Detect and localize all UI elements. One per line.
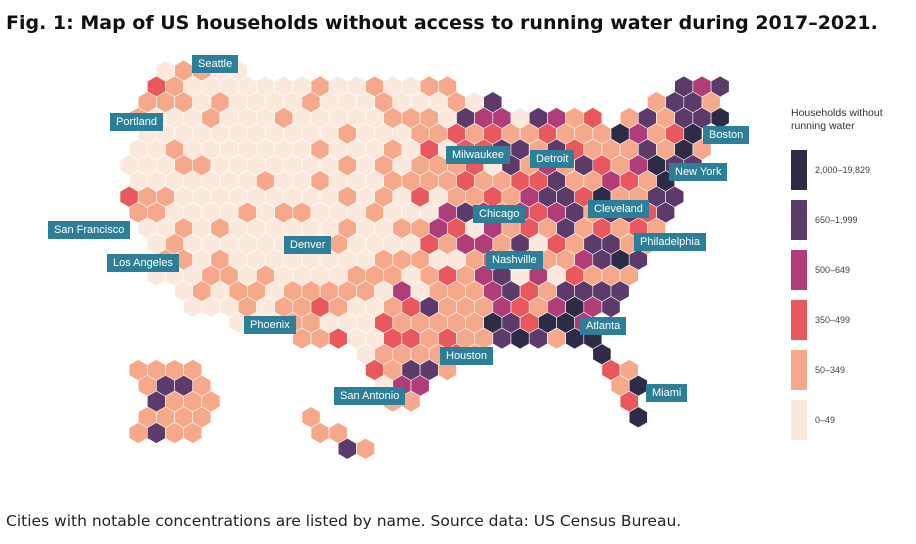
legend-item: 350–499 [791, 295, 901, 345]
legend-swatch [791, 300, 807, 340]
hex-cell [356, 437, 375, 460]
legend-item: 500–649 [791, 245, 901, 295]
city-label-milwaukee: Milwaukee [446, 146, 510, 164]
legend-swatch [791, 150, 807, 190]
city-label-san-francisco: San Francisco [48, 221, 131, 239]
city-label-denver: Denver [284, 236, 332, 254]
hex-cell [628, 406, 648, 429]
figure-caption: Cities with notable concentrations are l… [6, 512, 682, 530]
legend-label: 2,000–19,829 [815, 165, 871, 175]
legend-label: 350–499 [815, 315, 851, 325]
city-label-seattle: Seattle [192, 55, 239, 73]
city-label-new-york: New York [669, 163, 728, 181]
hex-cell [601, 296, 621, 318]
legend-label: 500–649 [815, 265, 851, 275]
city-label-nashville: Nashville [486, 251, 543, 269]
us-hex-map [119, 59, 730, 460]
city-label-houston: Houston [440, 347, 493, 365]
legend-swatch [791, 200, 807, 240]
legend-swatch [791, 250, 807, 290]
city-label-detroit: Detroit [530, 150, 575, 168]
legend-item: 0–49 [791, 395, 901, 445]
city-label-phoenix: Phoenix [244, 316, 296, 334]
city-label-portland: Portland [110, 113, 163, 131]
city-label-chicago: Chicago [473, 205, 526, 223]
legend-item: 2,000–19,829 [791, 145, 901, 195]
city-label-boston: Boston [703, 126, 750, 144]
city-label-los-angeles: Los Angeles [107, 254, 179, 272]
legend-label: 50–349 [815, 365, 846, 375]
city-label-cleveland: Cleveland [588, 200, 649, 218]
legend: Households without running water 2,000–1… [791, 107, 901, 445]
hex-cell [710, 107, 730, 129]
city-label-san-antonio: San Antonio [334, 387, 406, 405]
city-label-miami: Miami [646, 384, 688, 402]
legend-label: 650–1,999 [815, 215, 858, 225]
legend-item: 650–1,999 [791, 195, 901, 245]
city-label-philadelphia: Philadelphia [634, 233, 706, 251]
hex-cell [401, 390, 421, 413]
legend-label: 0–49 [815, 415, 836, 425]
hex-cell [183, 422, 203, 444]
figure-title: Fig. 1: Map of US households without acc… [6, 12, 878, 34]
legend-swatch [791, 400, 807, 440]
legend-title: Households without running water [791, 107, 883, 132]
legend-item: 50–349 [791, 345, 901, 395]
city-label-atlanta: Atlanta [580, 317, 627, 335]
legend-swatch [791, 350, 807, 390]
